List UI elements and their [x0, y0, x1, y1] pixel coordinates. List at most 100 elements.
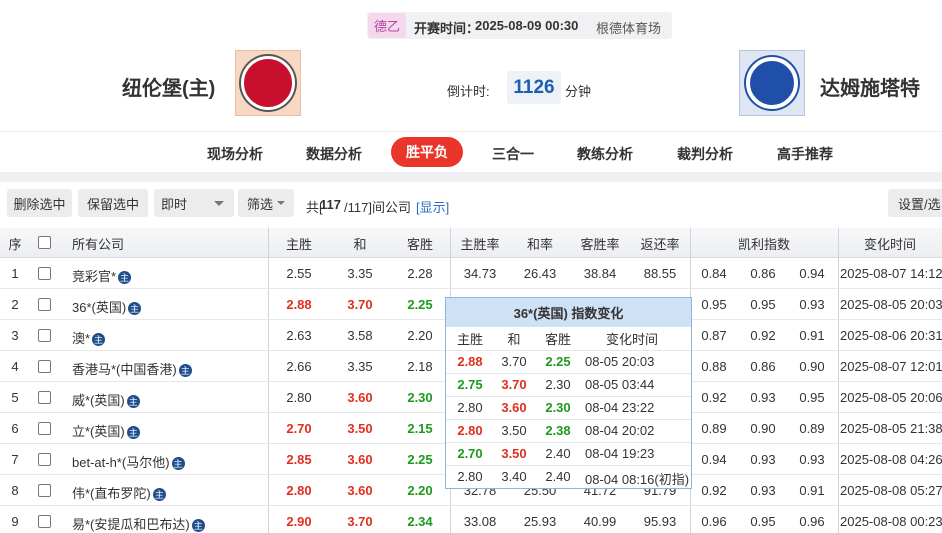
popup-column-header: 客胜	[544, 332, 571, 347]
popup-time: 08-05 20:03	[585, 354, 655, 369]
row-checkbox[interactable]	[38, 298, 51, 311]
odds-cell: 2.80	[286, 390, 312, 405]
company-name[interactable]: 易*(安提瓜和巴布达) 主	[72, 517, 205, 533]
row-checkbox[interactable]	[38, 267, 51, 280]
tab[interactable]: 现场分析	[207, 146, 263, 162]
filter-button[interactable]: 筛选	[238, 189, 294, 217]
company-name[interactable]: 威*(英国) 主	[72, 393, 140, 409]
rate-cell: 40.99	[583, 514, 617, 529]
popup-odds: 3.50	[501, 446, 527, 461]
popup-row-border	[446, 373, 691, 374]
column-header: 序	[8, 236, 22, 252]
show-link[interactable]: [显示]	[416, 200, 450, 215]
odds-cell: 2.55	[286, 266, 312, 281]
kelly-cell: 0.96	[701, 514, 727, 529]
odds-cell: 2.15	[407, 421, 433, 436]
tab[interactable]: 高手推荐	[777, 146, 833, 162]
row-checkbox[interactable]	[38, 515, 51, 528]
kelly-cell: 0.94	[701, 452, 727, 467]
column-header[interactable]: 主胜率	[460, 236, 500, 252]
kelly-cell: 0.87	[701, 328, 727, 343]
row-checkbox[interactable]	[38, 360, 51, 373]
kelly-cell: 0.93	[799, 297, 825, 312]
popup-odds: 2.75	[457, 377, 483, 392]
company-name[interactable]: 香港马*(中国香港) 主	[72, 362, 192, 378]
popup-time: 08-04 20:02	[585, 423, 655, 438]
tab[interactable]: 胜平负	[391, 137, 463, 167]
popup-odds: 3.60	[501, 400, 527, 415]
popup-column-header: 主胜	[456, 332, 483, 347]
home-badge: 主	[171, 457, 185, 471]
settings-button[interactable]: 设置/选	[888, 189, 942, 217]
column-divider	[268, 228, 269, 533]
row-checkbox[interactable]	[38, 422, 51, 435]
tab[interactable]: 三合一	[492, 146, 534, 162]
odds-cell: 3.58	[347, 328, 373, 343]
popup-odds: 2.40	[545, 469, 571, 484]
popup-odds: 2.80	[457, 423, 483, 438]
column-header[interactable]: 主胜	[285, 236, 312, 252]
row-border	[0, 288, 942, 289]
column-header[interactable]: 和	[353, 236, 367, 252]
popup-odds: 2.25	[545, 354, 571, 369]
select-all-checkbox[interactable]	[38, 236, 51, 249]
match-info-bar	[367, 12, 672, 39]
popup-time: 08-04 19:23	[585, 446, 655, 461]
column-header[interactable]: 返还率	[640, 236, 680, 252]
company-name[interactable]: 立*(英国) 主	[72, 424, 140, 440]
kickoff-label: 开赛时间：	[414, 21, 480, 36]
tab[interactable]: 教练分析	[577, 146, 633, 162]
kelly-cell: 0.90	[750, 421, 776, 436]
column-header: 凯利指数	[737, 236, 790, 252]
kelly-cell: 0.95	[799, 390, 825, 405]
rate-cell: 38.84	[583, 266, 617, 281]
tab[interactable]: 裁判分析	[677, 146, 733, 162]
count-value: 117	[320, 197, 341, 212]
kelly-cell: 0.96	[799, 514, 825, 529]
row-checkbox[interactable]	[38, 453, 51, 466]
odds-cell: 2.20	[407, 483, 433, 498]
company-name[interactable]: 36*(英国) 主	[72, 300, 142, 316]
popup-time: 08-05 03:44	[585, 377, 655, 392]
delete-button[interactable]: 删除选中	[7, 189, 72, 217]
row-checkbox[interactable]	[38, 391, 51, 404]
odds-cell: 3.70	[347, 514, 373, 529]
home-badge: 主	[152, 488, 166, 502]
tab[interactable]: 数据分析	[306, 146, 362, 162]
home-badge: 主	[92, 333, 106, 347]
rate-cell: 33.08	[463, 514, 497, 529]
keep-button[interactable]: 保留选中	[78, 189, 148, 217]
row-checkbox[interactable]	[38, 329, 51, 342]
column-header[interactable]: 变化时间	[863, 236, 916, 252]
column-header[interactable]: 所有公司	[72, 236, 125, 252]
kelly-cell: 0.93	[750, 390, 776, 405]
row-border	[0, 505, 942, 506]
row-number: 9	[11, 514, 19, 529]
column-divider	[838, 228, 839, 533]
odds-cell: 2.80	[286, 483, 312, 498]
kelly-cell: 0.86	[750, 266, 776, 281]
mode-select[interactable]: 即时	[154, 189, 234, 217]
company-name[interactable]: 澳* 主	[72, 331, 106, 347]
company-name[interactable]: bet-at-h*(马尔他) 主	[72, 455, 185, 471]
kelly-cell: 0.93	[799, 452, 825, 467]
popup-odds: 3.70	[501, 354, 527, 369]
column-header[interactable]: 客胜	[406, 236, 433, 252]
company-name[interactable]: 伟*(直布罗陀) 主	[72, 486, 166, 502]
popup-time: 08-04 08:16(初指)	[585, 472, 690, 487]
home-badge: 主	[128, 302, 142, 316]
popup-odds: 2.38	[545, 423, 571, 438]
column-header[interactable]: 和率	[526, 236, 553, 252]
count-prefix: 共[	[306, 200, 323, 215]
odds-cell: 2.20	[407, 328, 433, 343]
rate-cell: 25.93	[523, 514, 557, 529]
home-badge: 主	[126, 426, 140, 440]
odds-cell: 2.28	[407, 266, 433, 281]
company-name[interactable]: 竞彩官* 主	[72, 269, 132, 285]
odds-cell: 3.35	[347, 359, 373, 374]
column-header[interactable]: 客胜率	[580, 236, 620, 252]
odds-cell: 2.88	[286, 297, 312, 312]
home-logo	[235, 50, 301, 116]
row-checkbox[interactable]	[38, 484, 51, 497]
